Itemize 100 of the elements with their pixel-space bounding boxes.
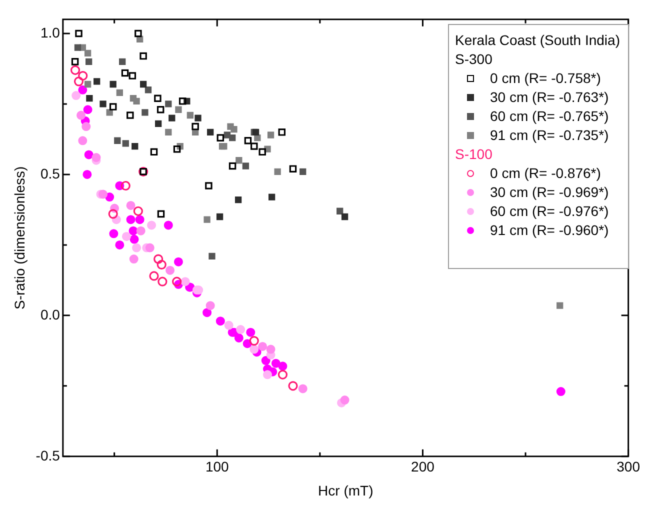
point [205,182,212,190]
point [556,387,566,396]
point [83,105,92,114]
legend-label: 60 cm (R= -0.765*) [490,107,609,126]
point [84,80,92,88]
point [216,134,224,142]
point [230,126,238,133]
point [74,44,82,51]
point [134,30,142,38]
annotation: S-300 [455,50,494,69]
point [172,276,182,286]
annotation: S-100 [455,145,494,164]
point [122,140,129,147]
point [202,308,212,318]
point [142,109,148,116]
point [175,106,182,113]
point [136,226,146,236]
point [224,132,231,138]
point [300,168,306,175]
point [267,132,274,138]
x-tick-label: 300 [616,458,640,475]
point [258,342,268,351]
point [266,344,276,354]
point [126,200,136,210]
point [145,243,154,252]
point [341,213,348,220]
point [84,50,92,57]
point [234,196,242,204]
point [298,384,308,394]
point [105,192,114,202]
point [78,70,88,81]
point [234,333,244,342]
point [178,98,186,105]
point [249,336,259,346]
point [173,145,181,153]
point [132,142,138,150]
point [84,150,94,160]
point [128,72,136,80]
y-axis-title: S-ratio (dimensionless) [11,166,28,310]
point [100,100,106,108]
point [336,208,344,214]
point [164,220,173,230]
point [121,69,129,77]
point [258,148,266,156]
point [114,137,121,144]
point [250,344,259,354]
point [115,240,124,250]
point [186,112,194,119]
point [165,100,172,108]
legend-label: 30 cm (R= -0.969*) [490,183,609,202]
point [86,95,93,102]
point [278,370,288,380]
point [78,136,88,146]
x-tick-label: 200 [411,458,435,475]
point [149,271,159,281]
point [92,153,101,162]
point [156,106,164,114]
point [208,252,216,260]
legend-label: 0 cm (R= -0.758*) [490,69,601,88]
point [72,91,81,100]
point [74,76,84,86]
point [94,78,100,85]
point [174,257,183,266]
point [278,362,288,371]
point [154,254,164,264]
point [119,58,126,66]
x-tick-label: 100 [205,458,230,475]
point [82,170,92,179]
point [126,112,134,119]
point [204,216,210,223]
point [274,168,281,175]
point [109,229,118,238]
point [288,381,298,391]
point [278,128,286,136]
y-tick-label: 0.5 [40,165,60,182]
point [268,194,276,200]
point [154,120,162,128]
point [133,98,140,104]
point [216,213,224,220]
point [128,226,138,236]
y-tick-label: 0.0 [40,306,60,322]
point [166,266,175,275]
point [206,301,215,310]
point [75,30,82,38]
y-tick-label: -0.5 [36,447,60,464]
point [224,320,234,330]
point [122,232,131,241]
legend-label: 91 cm (R= -0.735*) [490,126,609,145]
point [556,302,564,309]
point [261,356,270,366]
point [140,52,147,60]
point [130,234,139,244]
point [242,162,250,170]
point [165,128,172,136]
point [157,210,165,218]
point [150,148,158,156]
point [236,157,242,164]
point [86,58,92,66]
point [140,80,147,88]
legend-label: 60 cm (R= -0.976*) [490,202,609,221]
